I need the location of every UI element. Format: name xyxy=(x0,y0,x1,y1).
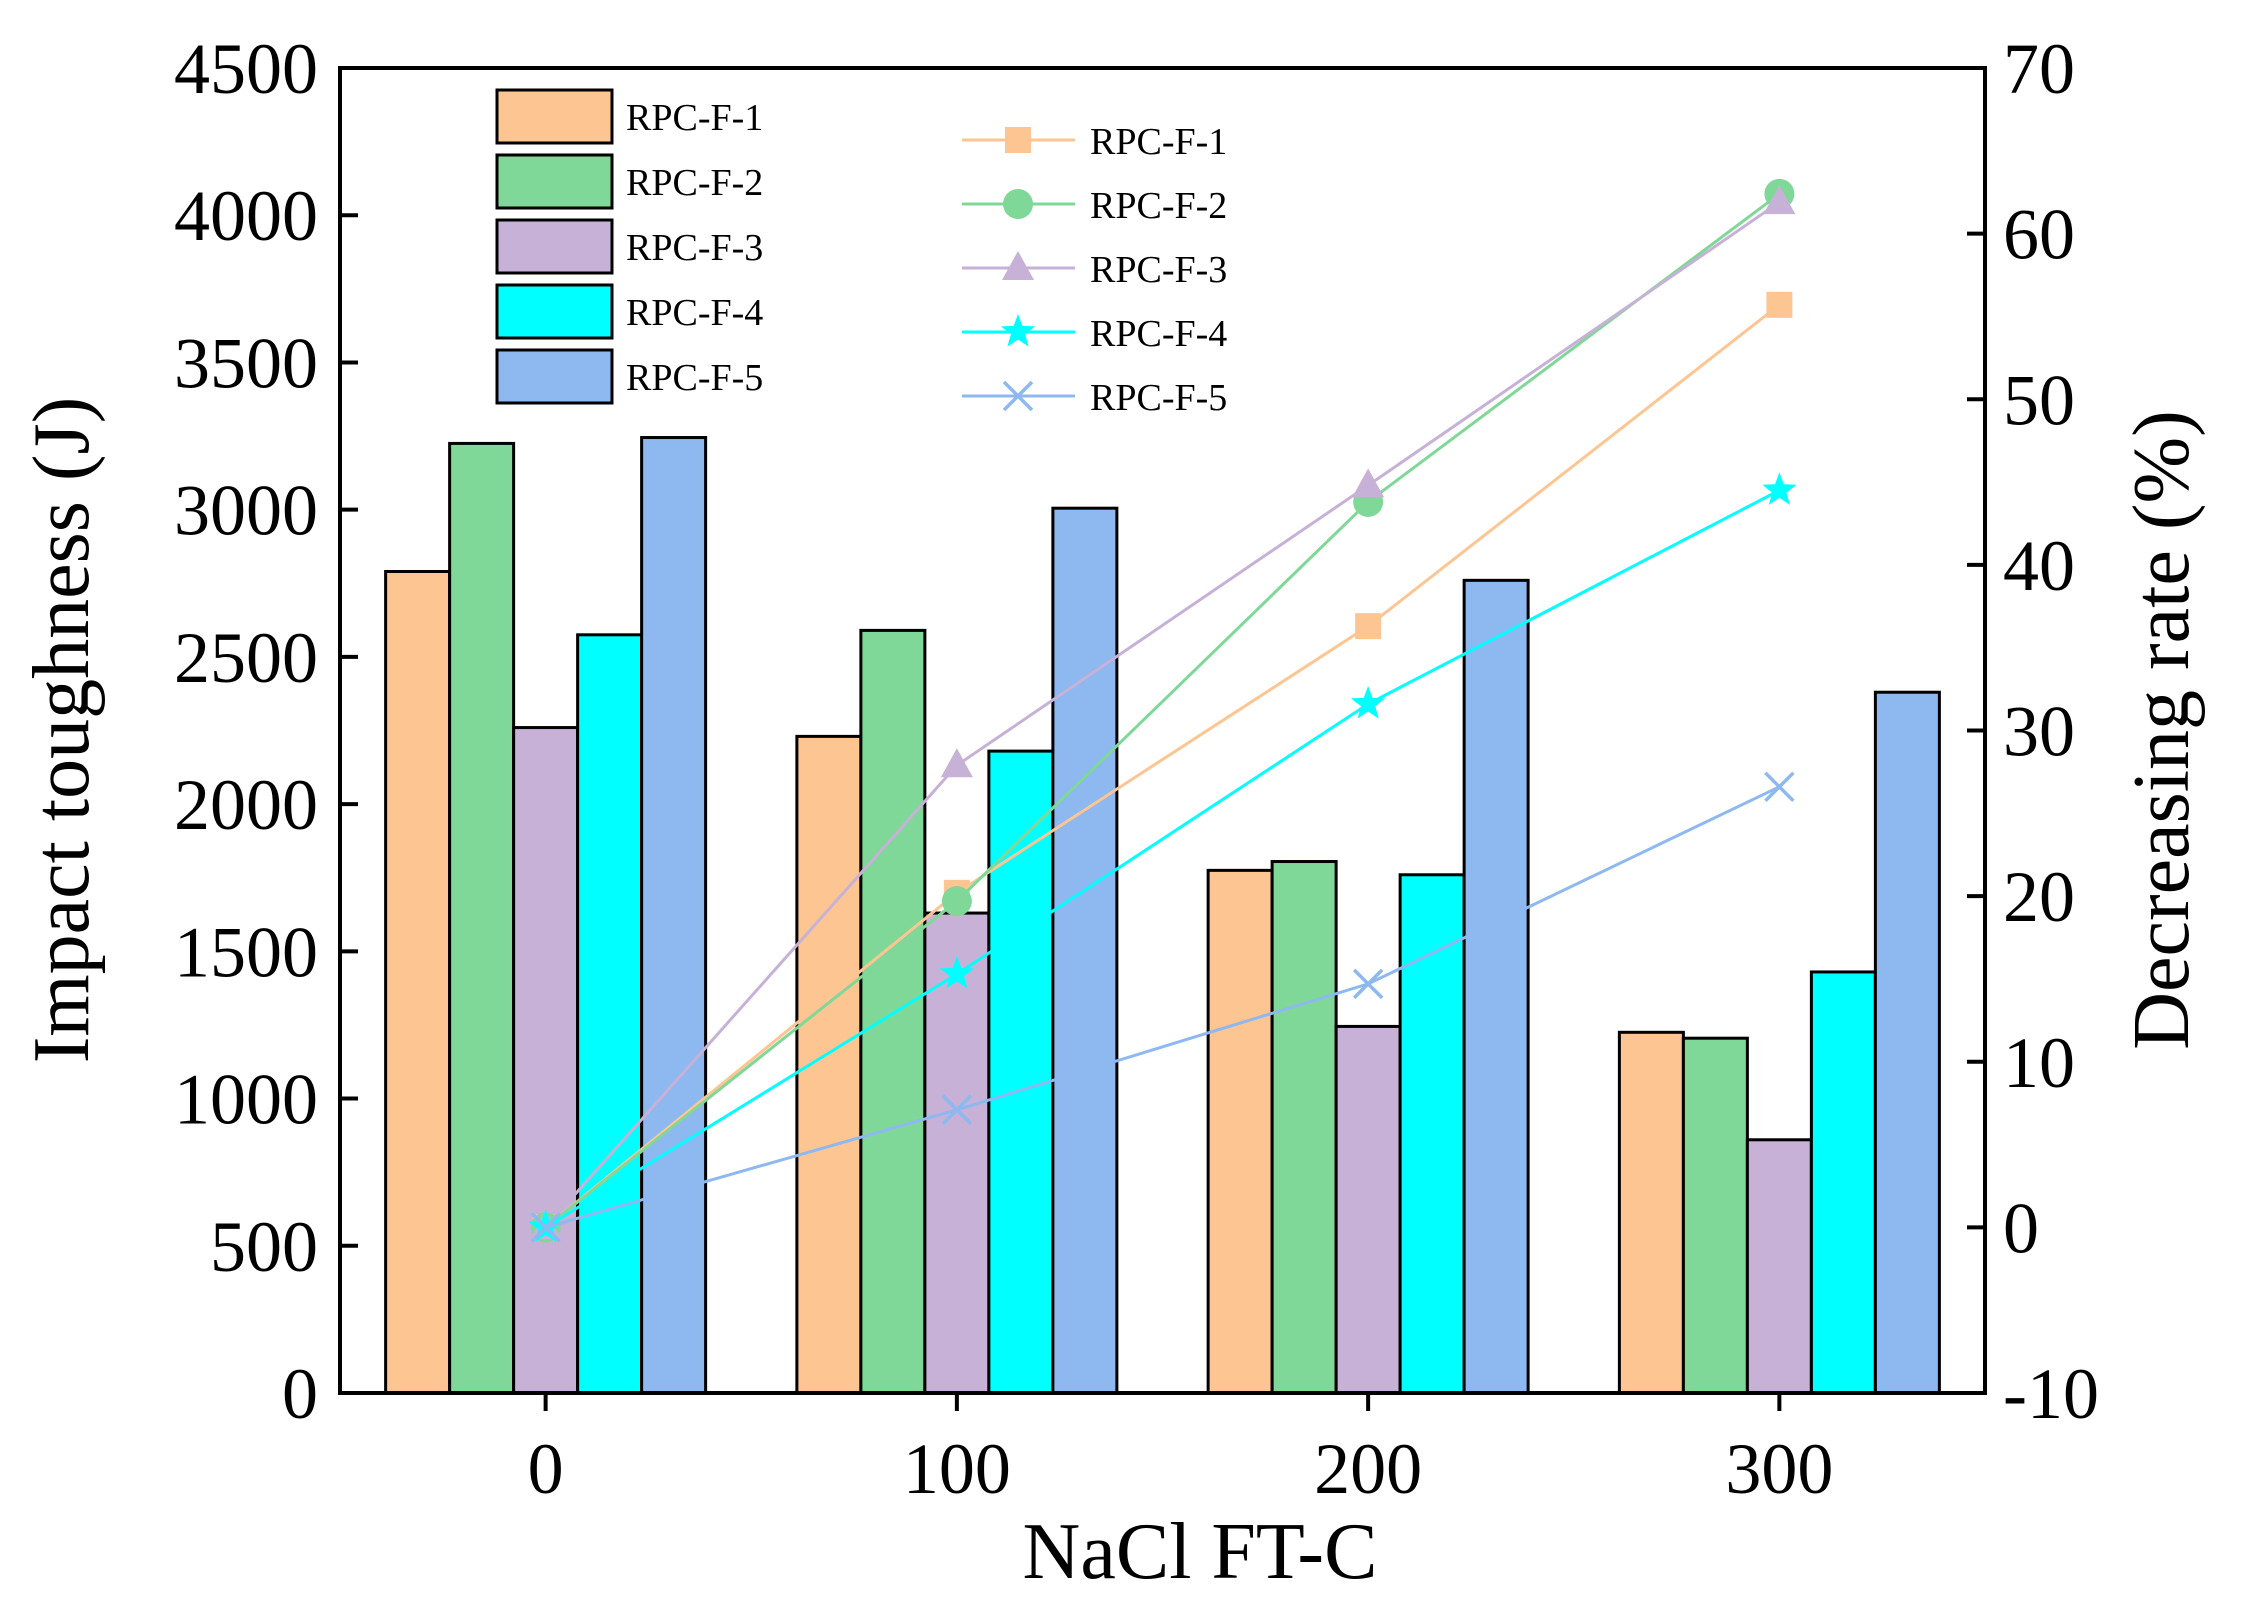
bar-rpc-f-4-0 xyxy=(576,633,644,1395)
y2-tick-label: 60 xyxy=(2003,195,2075,275)
bar-rpc-f-4-200 xyxy=(1398,873,1466,1395)
y-tick-label: 2500 xyxy=(174,618,318,698)
x-tick-label: 100 xyxy=(903,1429,1011,1509)
point-rpc-f-4-100 xyxy=(939,956,974,989)
bar-rpc-f-5-300 xyxy=(1873,690,1941,1395)
legend-label-rpc-f-3: RPC-F-3 xyxy=(626,227,763,269)
y2-tick-label: 30 xyxy=(2003,692,2075,772)
y2-tick-label: 70 xyxy=(2003,29,2075,109)
y2-tick-label: 40 xyxy=(2003,526,2075,606)
legend-label-rpc-f-4: RPC-F-4 xyxy=(626,292,763,334)
legend-swatch-rpc-f-1 xyxy=(495,88,614,145)
bar-rpc-f-2-300 xyxy=(1681,1036,1749,1395)
point-rpc-f-2-100 xyxy=(941,886,972,917)
point-rpc-f-4-300 xyxy=(1762,472,1797,505)
x-tick-label: 200 xyxy=(1314,1429,1422,1509)
bar-rpc-f-5-0 xyxy=(640,436,708,1395)
line-rpc-f-3 xyxy=(544,200,1781,1229)
y-tick-label: 1000 xyxy=(174,1060,318,1140)
bar-rpc-f-3-200 xyxy=(1334,1024,1402,1395)
point-rpc-f-5-100 xyxy=(941,1094,973,1126)
point-rpc-f-5-200 xyxy=(1352,968,1384,1000)
bar-legend: RPC-F-1 RPC-F-2 RPC-F-3 RPC-F-4 RPC-F-5 xyxy=(495,88,763,405)
line-legend: RPC-F-1 RPC-F-2 RPC-F-3 RPC-F-4 RPC-F-5 xyxy=(962,121,1227,419)
legend-line-label-rpc-f-4: RPC-F-4 xyxy=(1090,313,1227,355)
point-rpc-f-5-0 xyxy=(530,1212,561,1243)
y2-tick-label: 50 xyxy=(2003,360,2075,440)
y2-axis-title: Decreasing rate (%) xyxy=(2118,410,2206,1050)
legend-marker-rpc-f-5 xyxy=(1002,380,1034,412)
x-axis-title: NaCl FT-C xyxy=(1023,1508,1378,1596)
legend-swatch-rpc-f-4 xyxy=(495,283,614,340)
point-rpc-f-3-200 xyxy=(1352,468,1385,498)
legend-label-rpc-f-2: RPC-F-2 xyxy=(626,162,763,204)
y-tick-label: 4000 xyxy=(174,176,318,256)
bar-rpc-f-5-100 xyxy=(1051,506,1119,1395)
bar-group xyxy=(384,436,1941,1395)
line-rpc-f-4 xyxy=(544,488,1781,1229)
legend-line-label-rpc-f-2: RPC-F-2 xyxy=(1090,185,1227,227)
x-tick-label: 300 xyxy=(1725,1429,1833,1509)
legend-line-label-rpc-f-5: RPC-F-5 xyxy=(1090,377,1227,419)
legend-marker-rpc-f-3 xyxy=(1002,251,1034,280)
legend-marker-rpc-f-4 xyxy=(1000,314,1036,347)
bar-rpc-f-2-200 xyxy=(1270,860,1338,1395)
legend-marker-rpc-f-1 xyxy=(1005,127,1031,153)
y-tick-label: 4500 xyxy=(174,29,318,109)
bar-rpc-f-1-100 xyxy=(795,734,863,1395)
bar-rpc-f-1-0 xyxy=(384,570,452,1395)
y2-tick-label: 20 xyxy=(2003,857,2075,937)
line-rpc-f-2 xyxy=(544,192,1781,1229)
y-tick-label: 3000 xyxy=(174,471,318,551)
point-rpc-f-3-100 xyxy=(940,748,973,778)
legend-swatch-rpc-f-3 xyxy=(495,218,614,275)
legend-marker-rpc-f-2 xyxy=(1003,189,1033,219)
legend-line-label-rpc-f-1: RPC-F-1 xyxy=(1090,121,1227,163)
bar-rpc-f-4-100 xyxy=(987,749,1055,1395)
bar-rpc-f-1-200 xyxy=(1206,868,1274,1395)
y-tick-label: 0 xyxy=(282,1354,318,1434)
y-tick-label: 1500 xyxy=(174,912,318,992)
y2-tick-label: 10 xyxy=(2003,1023,2075,1103)
axes: 050010001500200025003000350040004500-100… xyxy=(174,29,2099,1509)
line-rpc-f-1 xyxy=(544,303,1781,1229)
bar-rpc-f-4-300 xyxy=(1809,970,1877,1395)
point-rpc-f-1-300 xyxy=(1766,291,1793,318)
x-tick-label: 0 xyxy=(528,1429,564,1509)
bar-rpc-f-3-100 xyxy=(923,911,991,1395)
legend-label-rpc-f-1: RPC-F-1 xyxy=(626,97,763,139)
legend-swatch-rpc-f-5 xyxy=(495,348,614,405)
bar-rpc-f-1-300 xyxy=(1617,1030,1685,1395)
legend-swatch-rpc-f-2 xyxy=(495,153,614,210)
bar-rpc-f-3-300 xyxy=(1745,1138,1813,1395)
bar-rpc-f-5-200 xyxy=(1462,578,1530,1395)
y2-tick-label: -10 xyxy=(2003,1354,2099,1434)
point-rpc-f-3-300 xyxy=(1763,185,1796,215)
y-tick-label: 500 xyxy=(210,1207,318,1287)
point-rpc-f-4-200 xyxy=(1351,686,1386,719)
y-tick-label: 3500 xyxy=(174,323,318,403)
point-rpc-f-5-300 xyxy=(1764,771,1795,803)
bar-rpc-f-2-0 xyxy=(448,441,516,1395)
y2-tick-label: 0 xyxy=(2003,1188,2039,1268)
legend-label-rpc-f-5: RPC-F-5 xyxy=(626,357,763,399)
y-tick-label: 2000 xyxy=(174,765,318,845)
line-rpc-f-5 xyxy=(545,785,1781,1229)
legend-line-label-rpc-f-3: RPC-F-3 xyxy=(1090,249,1227,291)
y-axis-title: Impact toughness (J) xyxy=(18,397,106,1064)
point-rpc-f-1-200 xyxy=(1355,613,1382,640)
bar-rpc-f-3-0 xyxy=(512,726,580,1395)
line-group xyxy=(528,178,1797,1243)
